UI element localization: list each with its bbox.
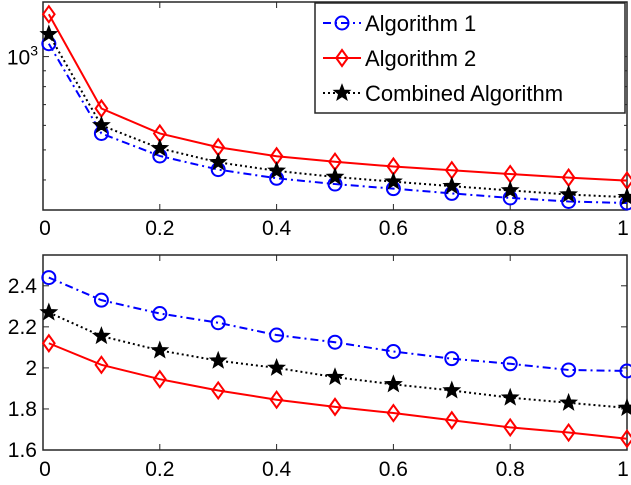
- data-point-combined-algorithm: [500, 180, 520, 199]
- data-point-algorithm-1: [444, 351, 460, 367]
- data-point-algorithm-1: [210, 315, 226, 331]
- legend: Algorithm 1 Algorithm 2 Combined Algorithm: [314, 2, 626, 114]
- series-line-algorithm-1: [47, 43, 628, 205]
- legend-marker-algorithm-1: [334, 15, 350, 31]
- data-point-combined-algorithm: [150, 340, 170, 359]
- data-point-algorithm-2: [152, 369, 167, 389]
- data-point-algorithm-1: [269, 327, 285, 343]
- data-point-combined-algorithm: [559, 392, 579, 411]
- data-point-algorithm-1: [619, 363, 631, 379]
- x-tick-label: 0.2: [145, 217, 174, 240]
- axes-frame: [42, 1, 628, 211]
- x-tick-label: 0.2: [145, 458, 174, 481]
- x-tick-label: 0.8: [496, 217, 525, 240]
- data-point-algorithm-2: [41, 4, 56, 24]
- x-tick-label: 1: [617, 217, 629, 240]
- legend-box: [314, 2, 626, 114]
- legend-label-algorithm-2: Algorithm 2: [365, 46, 476, 71]
- data-point-algorithm-2: [211, 380, 226, 401]
- data-point-combined-algorithm: [442, 176, 462, 195]
- bottom-panel: 0 0.2 0.4 0.6 0.8 1 1.6 1.8 2 2.2 2.4: [8, 254, 631, 481]
- data-point-algorithm-1: [385, 343, 401, 359]
- y-tick-label: 2.4: [8, 275, 38, 298]
- y-tick-label: 1.8: [8, 398, 37, 421]
- data-point-combined-algorithm: [208, 350, 228, 369]
- top-panel: 0 0.2 0.4 0.6 0.8 1 103 Algorithm 1 Algorithm 2 C…: [7, 1, 631, 240]
- data-point-combined-algorithm: [617, 398, 631, 416]
- x-tick-label: 0.6: [379, 217, 408, 240]
- data-point-combined-algorithm: [325, 167, 345, 185]
- data-point-algorithm-1: [152, 306, 168, 321]
- data-point-combined-algorithm: [325, 367, 345, 386]
- x-tick-label: 0.8: [496, 458, 525, 481]
- series-line-algorithm-2: [48, 342, 628, 440]
- data-point-algorithm-2: [444, 410, 459, 430]
- data-point-algorithm-1: [561, 362, 577, 378]
- x-tick-label: 0.6: [379, 458, 408, 481]
- data-point-combined-algorithm: [91, 115, 111, 134]
- data-point-combined-algorithm: [617, 187, 631, 206]
- data-point-algorithm-1: [327, 334, 343, 350]
- axes-frame: [42, 254, 628, 451]
- legend-marker-algorithm-2: [335, 48, 349, 68]
- data-point-combined-algorithm: [39, 302, 59, 321]
- data-point-algorithm-2: [386, 403, 401, 423]
- x-tick-label: 0.4: [262, 458, 292, 481]
- data-point-algorithm-1: [93, 292, 109, 308]
- x-tick-label: 0: [39, 217, 51, 240]
- y-tick-label: 1.6: [8, 439, 37, 462]
- data-point-algorithm-2: [328, 397, 342, 417]
- data-point-combined-algorithm: [383, 374, 403, 393]
- y-tick-label: 103: [7, 43, 38, 70]
- data-point-algorithm-2: [94, 355, 109, 375]
- data-point-combined-algorithm: [39, 24, 59, 43]
- data-point-combined-algorithm: [442, 380, 462, 399]
- x-tick-label: 0: [39, 458, 51, 481]
- data-point-combined-algorithm: [208, 152, 228, 171]
- data-point-algorithm-2: [41, 333, 56, 353]
- y-tick-label: 2.2: [8, 316, 37, 339]
- series-line-algorithm-1: [48, 276, 628, 372]
- data-point-combined-algorithm: [383, 171, 403, 190]
- y-tick-label: 2: [25, 357, 37, 380]
- data-point-combined-algorithm: [500, 387, 520, 406]
- x-tick-label: 1: [617, 458, 629, 481]
- x-tick-label: 0.4: [262, 217, 292, 240]
- data-point-combined-algorithm: [150, 138, 170, 157]
- legend-marker-combined-algorithm: [332, 83, 352, 102]
- legend-label-algorithm-1: Algorithm 1: [365, 11, 476, 36]
- data-point-combined-algorithm: [91, 326, 111, 345]
- data-point-algorithm-2: [561, 422, 576, 443]
- series-line-algorithm-2: [47, 13, 628, 182]
- data-point-combined-algorithm: [559, 184, 579, 203]
- data-point-algorithm-1: [41, 270, 57, 286]
- data-point-combined-algorithm: [267, 357, 287, 376]
- data-point-algorithm-2: [503, 417, 518, 438]
- data-point-algorithm-2: [269, 389, 284, 410]
- legend-label-combined-algorithm: Combined Algorithm: [365, 81, 563, 106]
- data-point-algorithm-1: [502, 356, 518, 372]
- data-point-combined-algorithm: [267, 160, 287, 179]
